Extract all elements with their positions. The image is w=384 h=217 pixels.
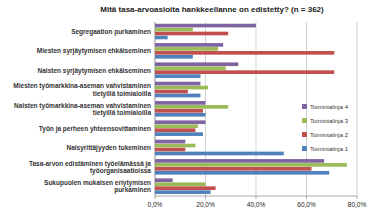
bar: [155, 163, 347, 167]
category-label: Segregaation purkaminen: [71, 28, 151, 36]
tick-mark: [256, 196, 257, 199]
bar: [155, 32, 228, 36]
bar: [155, 120, 206, 124]
bar: [155, 148, 185, 152]
tick-label: 40,0%: [247, 201, 266, 208]
bar: [155, 90, 188, 94]
title: Mitä tasa-arvoasioita hankkeellanne on e…: [100, 5, 324, 14]
bar: [155, 28, 193, 32]
bar: [155, 171, 329, 175]
tick-label: 80,0%: [348, 201, 367, 208]
legend-label: Toimintalinja 2: [310, 132, 349, 138]
legend-label: Toimintalinja 1: [310, 146, 349, 152]
grid-line: [357, 22, 358, 196]
category-label: Työn ja perheen yhteensovittaminen: [39, 125, 151, 133]
bar: [155, 105, 228, 109]
category-label: Miesten työmarkkina-aseman vahvistaminen…: [13, 82, 151, 98]
label-line: Työn ja perheen yhteensovittaminen: [39, 125, 151, 133]
tick-label: 20,0%: [196, 201, 215, 208]
bar: [155, 140, 185, 144]
bar: [155, 186, 216, 190]
category-label: Sukupuolen mukaisen eriytymisenpurkamine…: [44, 179, 151, 195]
bar: [155, 62, 238, 66]
bar: [155, 152, 284, 156]
bar: [155, 74, 200, 78]
label-line: Miesten syrjäytymisen ehkäiseminen: [37, 47, 151, 55]
tick-label: 0,0%: [148, 201, 163, 208]
bar: [155, 47, 218, 51]
bar: [155, 36, 168, 40]
bar: [155, 70, 334, 74]
bar: [155, 82, 200, 86]
bar: [155, 178, 173, 182]
legend-swatch: [302, 104, 307, 109]
bar: [155, 101, 206, 105]
bar: [155, 128, 195, 132]
legend-swatch: [302, 118, 307, 123]
bar: [155, 159, 324, 163]
tick-mark: [357, 196, 358, 199]
bar: [155, 144, 195, 148]
bar: [155, 182, 206, 186]
label-line: tietyillä toimialoilla: [93, 109, 152, 117]
bar: [155, 86, 208, 90]
label-line: Naisten syrjäytymisen ehkäiseminen: [38, 67, 151, 75]
label-line: Naisyrittäjyyden tukeminen: [66, 144, 151, 152]
category-label: Naisyrittäjyyden tukeminen: [66, 144, 151, 152]
bar: [155, 66, 226, 70]
chart: Mitä tasa-arvoasioita hankkeellanne on e…: [0, 0, 384, 217]
category-label: Miesten syrjäytymisen ehkäiseminen: [37, 47, 151, 55]
bar: [155, 132, 203, 136]
label-line: Segregaation purkaminen: [71, 28, 151, 36]
tick-mark: [205, 196, 206, 199]
tick-label: 60,0%: [297, 201, 316, 208]
label-line: työorganisaatioissa: [90, 167, 151, 175]
bar: [155, 43, 223, 47]
axis-line: [155, 196, 357, 197]
bar: [155, 55, 193, 59]
category-label: Naisten syrjäytymisen ehkäiseminen: [38, 67, 151, 75]
bar: [155, 109, 203, 113]
label-line: tietyillä toimialoilla: [93, 90, 152, 98]
tick-mark: [306, 196, 307, 199]
bar: [155, 51, 334, 55]
legend-swatch: [302, 132, 307, 137]
bar: [155, 124, 198, 128]
bar: [155, 94, 200, 98]
label-line: purkaminen: [114, 186, 151, 194]
tick-mark: [155, 196, 156, 199]
bar: [155, 167, 312, 171]
bar: [155, 190, 211, 194]
legend-swatch: [302, 146, 307, 151]
bar: [155, 113, 206, 117]
category-label: Naisten työmarkkina-aseman vahvistaminen…: [14, 102, 151, 118]
category-label: Tasa-arvon edistäminen työelämässä jatyö…: [29, 160, 151, 176]
bar: [155, 24, 256, 28]
legend-label: Toimintalinja 3: [310, 118, 349, 124]
legend-label: Toimintalinja 4: [310, 104, 349, 110]
